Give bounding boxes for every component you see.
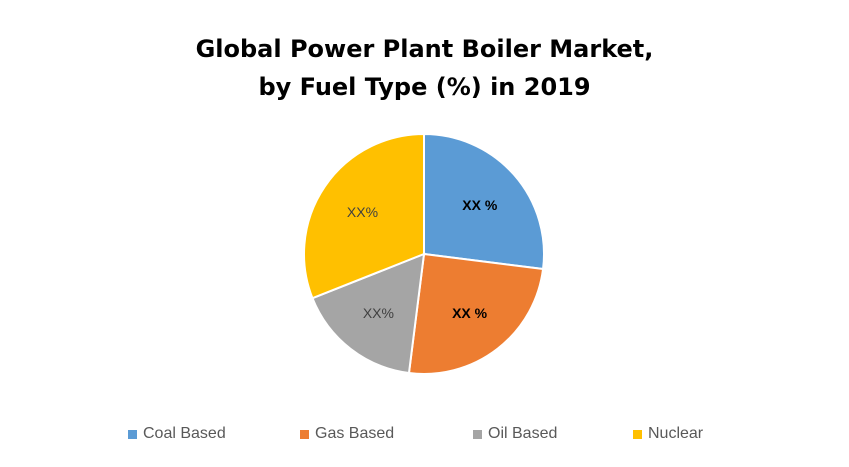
- legend-swatch-nuclear: [633, 429, 642, 439]
- data-label-coal-based: XX %: [462, 197, 498, 213]
- legend-swatch-coal-based: [128, 429, 137, 439]
- legend-label-coal-based: Coal Based: [143, 425, 226, 442]
- chart-title-line-2: by Fuel Type (%) in 2019: [258, 73, 591, 101]
- legend: Coal Based Gas Based Oil Based Nuclear: [0, 423, 849, 445]
- legend-item-gas-based: Gas Based: [300, 423, 394, 445]
- data-label-nuclear: XX%: [347, 204, 378, 220]
- pie-slice-gas-based: [407, 252, 545, 375]
- pie-slice-nuclear: [303, 132, 425, 300]
- legend-swatch-oil-based: [473, 429, 482, 439]
- data-label-gas-based: XX %: [452, 305, 488, 321]
- legend-label-oil-based: Oil Based: [488, 425, 558, 442]
- chart-title: Global Power Plant Boiler Market, by Fue…: [0, 30, 849, 106]
- pie-slice-oil-based: [311, 252, 426, 375]
- legend-item-oil-based: Oil Based: [473, 423, 557, 445]
- legend-swatch-gas-based: [300, 429, 309, 439]
- pie-slice-coal-based: [423, 132, 545, 271]
- legend-item-nuclear: Nuclear: [633, 423, 703, 445]
- data-label-oil-based: XX%: [363, 305, 394, 321]
- legend-label-gas-based: Gas Based: [315, 425, 395, 442]
- chart-title-line-1: Global Power Plant Boiler Market,: [195, 35, 654, 63]
- legend-label-nuclear: Nuclear: [648, 425, 704, 442]
- legend-item-coal-based: Coal Based: [128, 423, 226, 445]
